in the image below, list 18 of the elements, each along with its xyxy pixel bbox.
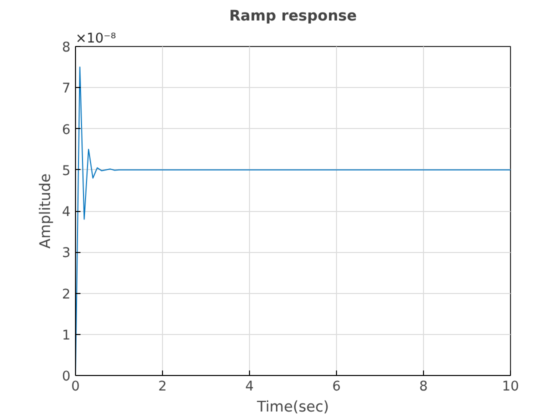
y-tick-label: 5 — [62, 164, 71, 179]
x-axis-title: Time(sec) — [256, 398, 330, 416]
annotation: ×10⁻⁸ — [76, 32, 116, 46]
y-tick-label: 2 — [62, 287, 71, 302]
x-tick-label: 8 — [419, 380, 428, 394]
y-tick-label: 8 — [62, 40, 71, 56]
x-tick-label: 4 — [245, 380, 254, 394]
y-tick-label: 0 — [62, 370, 71, 384]
chart-title: Ramp response — [229, 8, 357, 24]
y-tick-label: 4 — [62, 205, 71, 220]
y-tick-label: 7 — [62, 82, 71, 97]
y-tick-label: 3 — [62, 246, 71, 262]
x-tick-label: 6 — [332, 380, 341, 394]
x-tick-label: 10 — [502, 380, 519, 394]
y-axis-title: Amplitude — [37, 173, 54, 249]
x-tick-label: 2 — [158, 380, 167, 394]
y-tick-label: 1 — [62, 328, 71, 344]
y-tick-label: 6 — [62, 122, 71, 138]
